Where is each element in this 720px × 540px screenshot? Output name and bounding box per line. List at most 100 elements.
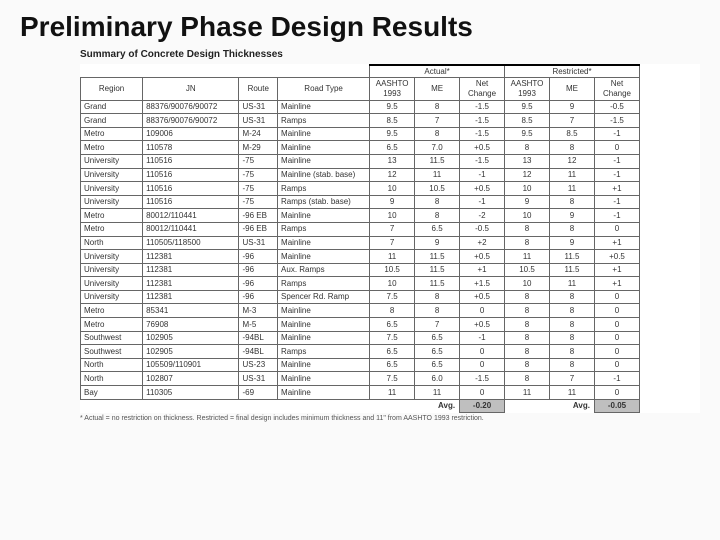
cell-r2: 8 bbox=[550, 358, 595, 372]
cell-region: Southwest bbox=[81, 345, 143, 359]
cell-r3: 0 bbox=[594, 304, 639, 318]
cell-a3: 0 bbox=[460, 386, 505, 400]
cell-jn: 88376/90076/90072 bbox=[143, 100, 239, 114]
cell-a2: 6.0 bbox=[415, 372, 460, 386]
cell-r1: 8 bbox=[505, 222, 550, 236]
cell-a2: 7 bbox=[415, 318, 460, 332]
cell-a3: +1 bbox=[460, 263, 505, 277]
cell-a1: 7.5 bbox=[370, 290, 415, 304]
cell-r3: -1 bbox=[594, 209, 639, 223]
cell-rtype: Mainline (stab. base) bbox=[278, 168, 370, 182]
cell-jn: 102905 bbox=[143, 345, 239, 359]
cell-r1: 10 bbox=[505, 182, 550, 196]
cell-a2: 10.5 bbox=[415, 182, 460, 196]
cell-rtype: Ramps bbox=[278, 222, 370, 236]
table-row: University112381-96Spencer Rd. Ramp7.58+… bbox=[81, 290, 640, 304]
table-row: University110516-75Mainline1311.5-1.5131… bbox=[81, 154, 640, 168]
cell-rtype: Spencer Rd. Ramp bbox=[278, 290, 370, 304]
table-row: University110516-75Mainline (stab. base)… bbox=[81, 168, 640, 182]
cell-jn: 76908 bbox=[143, 318, 239, 332]
cell-a1: 7 bbox=[370, 236, 415, 250]
cell-a3: -1 bbox=[460, 168, 505, 182]
cell-a1: 7 bbox=[370, 222, 415, 236]
cell-rtype: Mainline bbox=[278, 154, 370, 168]
cell-jn: 110305 bbox=[143, 386, 239, 400]
cell-rtype: Mainline bbox=[278, 250, 370, 264]
cell-jn: 85341 bbox=[143, 304, 239, 318]
col-road-type: Road Type bbox=[278, 78, 370, 100]
cell-route: -69 bbox=[239, 386, 278, 400]
cell-rtype: Mainline bbox=[278, 318, 370, 332]
cell-jn: 110516 bbox=[143, 168, 239, 182]
cell-a1: 12 bbox=[370, 168, 415, 182]
cell-r1: 8 bbox=[505, 290, 550, 304]
cell-r2: 12 bbox=[550, 154, 595, 168]
cell-route: -94BL bbox=[239, 331, 278, 345]
col-a-aashto: AASHTO 1993 bbox=[370, 78, 415, 100]
cell-r3: +1 bbox=[594, 263, 639, 277]
cell-region: Bay bbox=[81, 386, 143, 400]
cell-a1: 11 bbox=[370, 250, 415, 264]
col-region: Region bbox=[81, 78, 143, 100]
table-row: Metro110578M-29Mainline6.57.0+0.5880 bbox=[81, 141, 640, 155]
cell-jn: 88376/90076/90072 bbox=[143, 114, 239, 128]
cell-jn: 80012/110441 bbox=[143, 222, 239, 236]
cell-a2: 11.5 bbox=[415, 154, 460, 168]
cell-r3: 0 bbox=[594, 290, 639, 304]
table-row: Metro109006M-24Mainline9.58-1.59.58.5-1 bbox=[81, 127, 640, 141]
cell-rtype: Mainline bbox=[278, 127, 370, 141]
cell-route: M-29 bbox=[239, 141, 278, 155]
table-row: Southwest102905-94BLRamps6.56.50880 bbox=[81, 345, 640, 359]
cell-route: -96 EB bbox=[239, 222, 278, 236]
cell-r3: 0 bbox=[594, 386, 639, 400]
cell-a2: 7.0 bbox=[415, 141, 460, 155]
cell-region: University bbox=[81, 263, 143, 277]
cell-a2: 8 bbox=[415, 127, 460, 141]
cell-a3: +0.5 bbox=[460, 182, 505, 196]
cell-r2: 9 bbox=[550, 209, 595, 223]
cell-r3: 0 bbox=[594, 318, 639, 332]
cell-route: -94BL bbox=[239, 345, 278, 359]
cell-region: North bbox=[81, 236, 143, 250]
cell-a2: 8 bbox=[415, 195, 460, 209]
cell-route: M-3 bbox=[239, 304, 278, 318]
cell-a3: +0.5 bbox=[460, 250, 505, 264]
avg-actual: -0.20 bbox=[460, 399, 505, 413]
cell-route: -75 bbox=[239, 182, 278, 196]
cell-rtype: Mainline bbox=[278, 304, 370, 318]
cell-a3: 0 bbox=[460, 345, 505, 359]
cell-a2: 6.5 bbox=[415, 222, 460, 236]
col-r-me: ME bbox=[550, 78, 595, 100]
cell-r1: 10 bbox=[505, 209, 550, 223]
cell-a1: 13 bbox=[370, 154, 415, 168]
table-row: University112381-96Mainline1111.5+0.5111… bbox=[81, 250, 640, 264]
cell-a3: -1.5 bbox=[460, 100, 505, 114]
cell-a3: +0.5 bbox=[460, 290, 505, 304]
cell-route: -96 bbox=[239, 263, 278, 277]
cell-jn: 110505/118500 bbox=[143, 236, 239, 250]
cell-r2: 8.5 bbox=[550, 127, 595, 141]
cell-r1: 12 bbox=[505, 168, 550, 182]
col-r-aashto: AASHTO 1993 bbox=[505, 78, 550, 100]
cell-rtype: Mainline bbox=[278, 372, 370, 386]
cell-a2: 8 bbox=[415, 209, 460, 223]
cell-a1: 7.5 bbox=[370, 331, 415, 345]
cell-r2: 8 bbox=[550, 222, 595, 236]
cell-r2: 8 bbox=[550, 345, 595, 359]
table-row: Metro85341M-3Mainline880880 bbox=[81, 304, 640, 318]
table-row: North110505/118500US-31Mainline79+289+1 bbox=[81, 236, 640, 250]
cell-rtype: Mainline bbox=[278, 209, 370, 223]
cell-r1: 8 bbox=[505, 318, 550, 332]
cell-r3: 0 bbox=[594, 331, 639, 345]
footnote: * Actual = no restriction on thickness. … bbox=[80, 415, 700, 422]
cell-a1: 8.5 bbox=[370, 114, 415, 128]
avg-label-restricted: Avg. bbox=[505, 399, 595, 413]
cell-region: University bbox=[81, 250, 143, 264]
cell-r3: +1 bbox=[594, 277, 639, 291]
cell-a1: 7.5 bbox=[370, 372, 415, 386]
cell-rtype: Mainline bbox=[278, 141, 370, 155]
cell-r1: 8 bbox=[505, 304, 550, 318]
cell-jn: 112381 bbox=[143, 277, 239, 291]
cell-r1: 8 bbox=[505, 331, 550, 345]
cell-rtype: Ramps bbox=[278, 182, 370, 196]
